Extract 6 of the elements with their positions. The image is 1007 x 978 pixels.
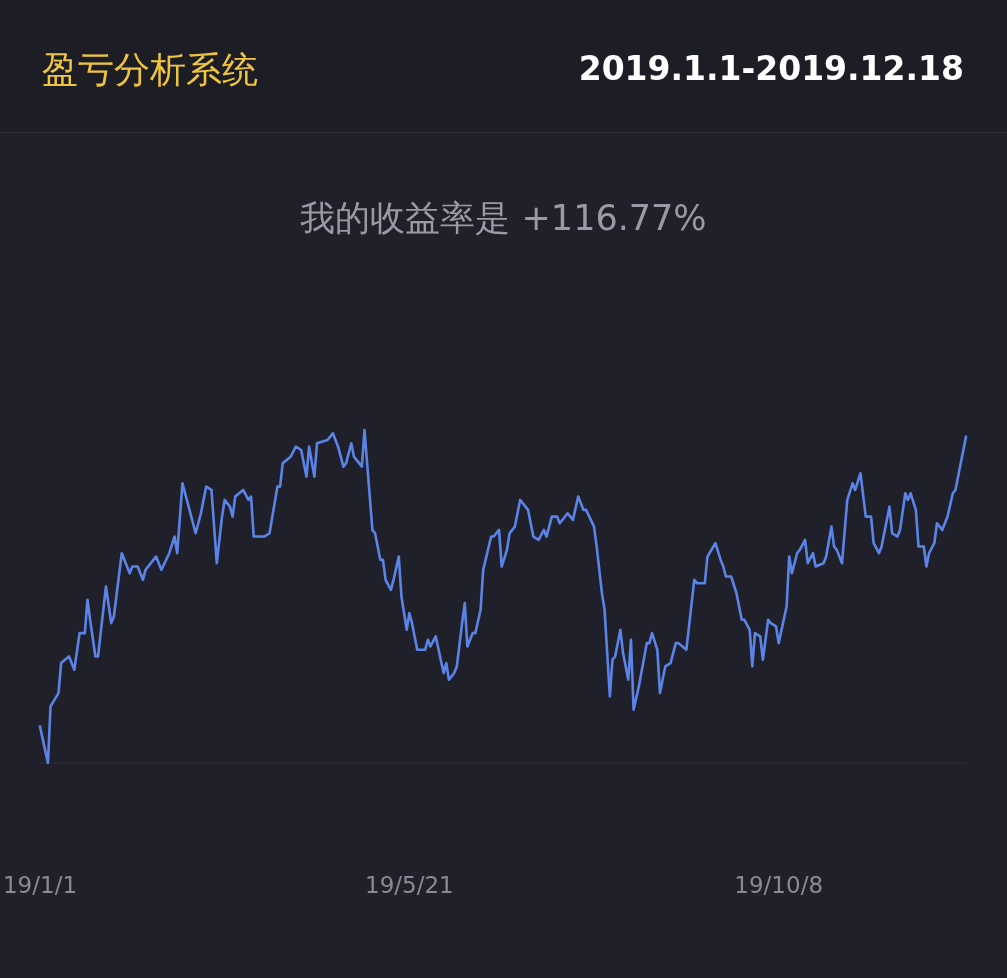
annotation: 我的收益率是 +116.77% [300, 198, 707, 238]
xtick: 19/1/1 [3, 872, 77, 898]
xtick: 19/10/8 [734, 872, 824, 898]
title: 盈亏分析系统 [42, 49, 258, 90]
subtitle: 2019.1.1-2019.12.18 [578, 49, 964, 88]
xtick: 19/5/21 [365, 872, 454, 898]
